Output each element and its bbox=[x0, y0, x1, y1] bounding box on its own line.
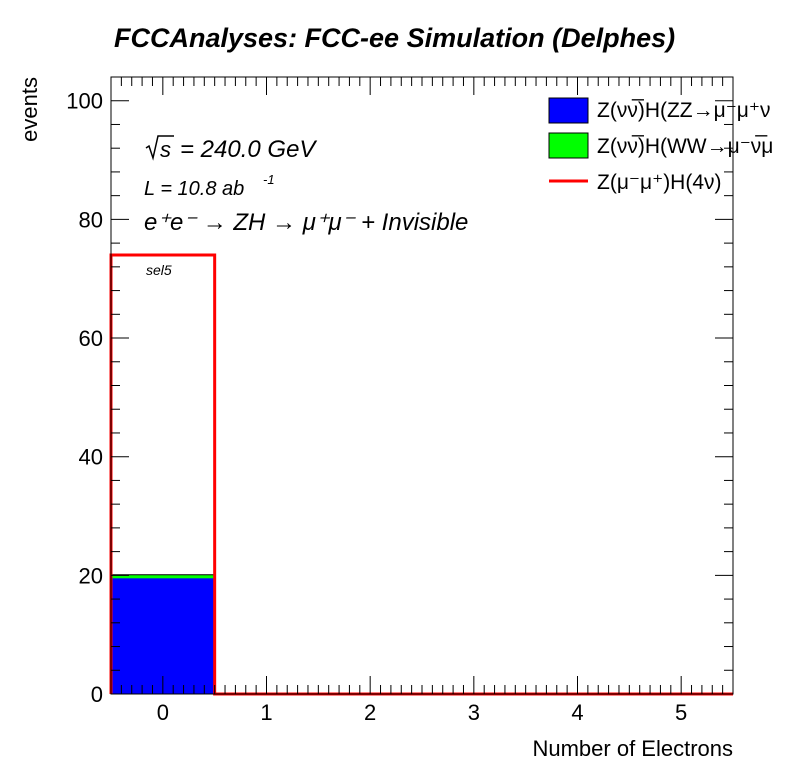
histogram-bars bbox=[109, 253, 733, 696]
svg-text:s: s bbox=[160, 137, 171, 162]
legend-swatch-zz bbox=[548, 97, 589, 124]
y-tick-labels: 0 20 40 60 80 100 bbox=[66, 89, 103, 707]
x-tick-label-3: 3 bbox=[468, 700, 480, 725]
legend-entry-4nu: Z(μ⁻μ⁺)H(4ν) bbox=[549, 171, 722, 194]
legend-label-zz: Z(νν̅)H(ZZ→μ⁻μ⁺ν bbox=[597, 99, 771, 122]
x-axis-label: Number of Electrons bbox=[532, 736, 733, 761]
y-tick-label-2: 40 bbox=[79, 445, 103, 470]
sqrt-s-annotation: s = 240.0 GeV bbox=[145, 135, 317, 163]
y-tick-label-3: 60 bbox=[79, 326, 103, 351]
y-tick-label-1: 20 bbox=[79, 563, 103, 588]
axis-ticks bbox=[110, 76, 734, 695]
x-tick-label-0: 0 bbox=[157, 700, 169, 725]
luminosity-annotation: L = 10.8 ab -1 bbox=[144, 172, 275, 200]
bar-bin0-series0 bbox=[111, 578, 215, 694]
x-tick-label-5: 5 bbox=[675, 700, 687, 725]
sqrt-s-value: = 240.0 GeV bbox=[180, 136, 317, 163]
luminosity-text: L = 10.8 ab bbox=[144, 178, 244, 200]
legend-entry-zz: Z(νν̅)H(ZZ→μ⁻μ⁺ν bbox=[548, 97, 771, 124]
legend-entry-ww: Z(νν̅)H(WW→μ⁻ν̅μ bbox=[548, 132, 773, 159]
x-tick-label-4: 4 bbox=[571, 700, 583, 725]
y-tick-label-5: 100 bbox=[66, 89, 103, 114]
process-annotation: e⁺e⁻ → ZH → μ⁺μ⁻ + Invisible bbox=[144, 209, 468, 236]
x-tick-label-2: 2 bbox=[364, 700, 376, 725]
y-tick-label-4: 80 bbox=[79, 207, 103, 232]
x-tick-label-1: 1 bbox=[260, 700, 272, 725]
legend-label-4nu: Z(μ⁻μ⁺)H(4ν) bbox=[597, 171, 722, 194]
luminosity-exponent: -1 bbox=[263, 172, 275, 187]
legend: Z(νν̅)H(ZZ→μ⁻μ⁺ν Z(νν̅)H(WW→μ⁻ν̅μ Z(μ⁻μ⁺… bbox=[548, 97, 773, 194]
legend-label-ww: Z(νν̅)H(WW→μ⁻ν̅μ bbox=[597, 135, 773, 158]
legend-swatch-ww bbox=[548, 132, 589, 159]
chart-title: FCCAnalyses: FCC-ee Simulation (Delphes) bbox=[114, 23, 675, 53]
selection-label: sel5 bbox=[146, 262, 172, 278]
y-tick-label-0: 0 bbox=[91, 682, 103, 707]
sqrt-symbol bbox=[145, 135, 174, 161]
x-tick-labels: 0 1 2 3 4 5 bbox=[157, 700, 688, 725]
y-axis-label: events bbox=[17, 77, 42, 142]
